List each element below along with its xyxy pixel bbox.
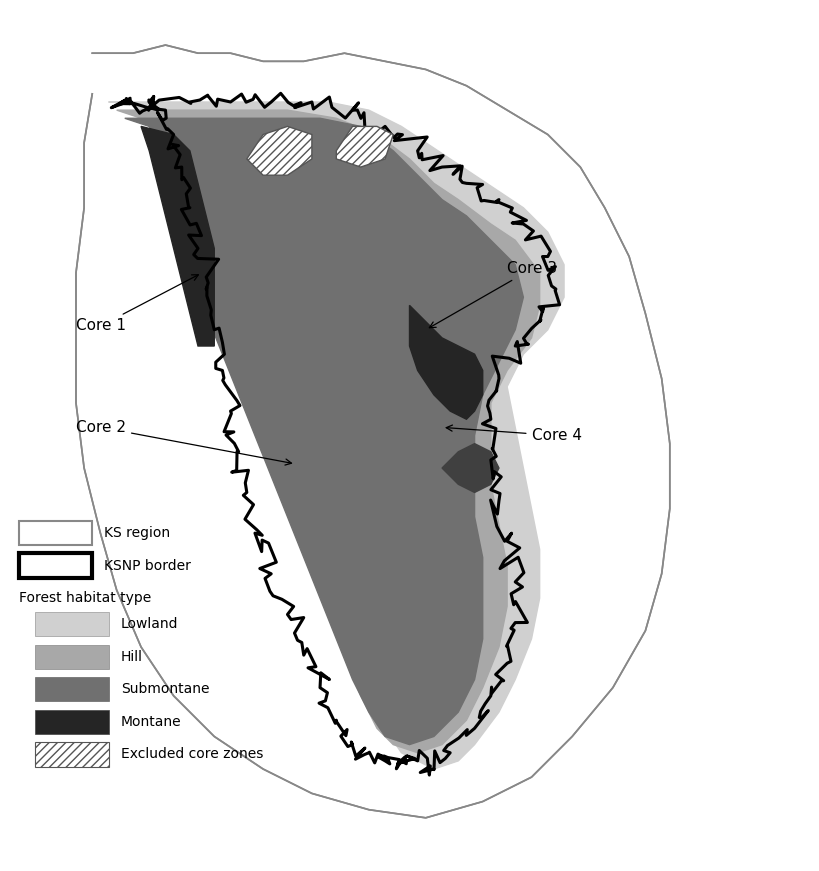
Bar [35,645,109,669]
Polygon shape [442,443,499,492]
Text: Lowland: Lowland [120,618,179,631]
Text: Core 1: Core 1 [76,274,198,334]
Text: KS region: KS region [105,526,170,540]
Polygon shape [337,126,393,167]
Polygon shape [247,126,312,175]
Polygon shape [116,110,540,753]
Bar [35,612,109,637]
Bar [19,521,93,545]
Polygon shape [410,306,482,419]
Text: Core 2: Core 2 [76,420,292,465]
Bar [19,553,93,577]
Text: Forest habitat type: Forest habitat type [19,591,152,605]
Polygon shape [141,126,215,346]
Bar [35,710,109,734]
Text: Submontane: Submontane [120,682,209,696]
Text: Montane: Montane [120,715,181,729]
Polygon shape [109,102,564,769]
Polygon shape [124,118,523,745]
Text: Core 4: Core 4 [446,425,581,443]
Text: KSNP border: KSNP border [105,558,192,572]
Text: Excluded core zones: Excluded core zones [120,747,263,761]
Text: Hill: Hill [120,650,143,664]
Bar [35,742,109,766]
Text: Core 3: Core 3 [429,261,557,327]
Bar [35,677,109,701]
